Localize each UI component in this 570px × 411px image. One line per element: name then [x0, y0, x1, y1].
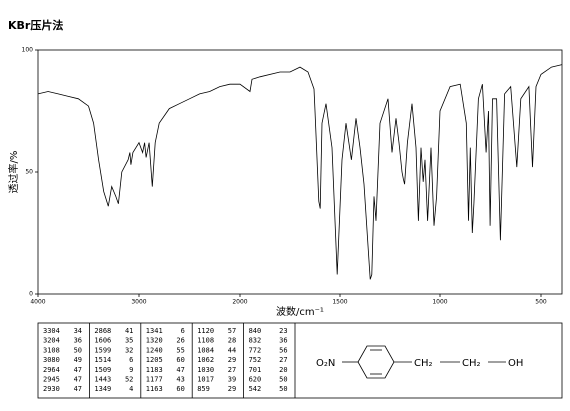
peak-transmittance: 55	[176, 346, 184, 354]
spectrum-line	[37, 64, 563, 280]
peak-transmittance: 50	[279, 376, 287, 384]
peak-wavenumber: 840	[249, 327, 262, 335]
peak-transmittance: 6	[129, 356, 133, 364]
peak-transmittance: 28	[228, 337, 236, 345]
peak-wavenumber: 1240	[146, 346, 163, 354]
peak-transmittance: 43	[176, 376, 184, 384]
peak-wavenumber: 542	[249, 385, 262, 393]
structure-label: OH	[508, 358, 523, 369]
peak-transmittance: 47	[74, 366, 82, 374]
peak-transmittance: 47	[176, 366, 184, 374]
peak-wavenumber: 1183	[146, 366, 163, 374]
peak-wavenumber: 1349	[94, 385, 111, 393]
peak-transmittance: 56	[279, 346, 287, 354]
y-tick-label: 50	[25, 169, 33, 176]
peak-transmittance: 39	[228, 376, 236, 384]
peak-wavenumber: 1163	[146, 385, 163, 393]
peak-wavenumber: 859	[197, 385, 210, 393]
y-tick-label: 100	[22, 47, 34, 54]
peak-wavenumber: 1509	[94, 366, 111, 374]
x-tick-label: 4000	[30, 299, 45, 306]
peak-transmittance: 47	[74, 385, 82, 393]
peak-transmittance: 20	[279, 366, 287, 374]
peak-transmittance: 41	[125, 327, 133, 335]
plot-frame	[37, 49, 563, 295]
structure-label: CH₂	[462, 358, 481, 369]
y-tick-label: 0	[29, 291, 33, 298]
peak-wavenumber: 3304	[43, 327, 60, 335]
peak-transmittance: 36	[74, 337, 82, 345]
peak-transmittance: 44	[228, 346, 236, 354]
table-frame	[37, 322, 563, 399]
x-tick-label: 3000	[131, 299, 146, 306]
x-tick-label: 2000	[232, 299, 247, 306]
peak-transmittance: 35	[125, 337, 133, 345]
peak-wavenumber: 1030	[197, 366, 214, 374]
peak-transmittance: 52	[125, 376, 133, 384]
peak-wavenumber: 1341	[146, 327, 163, 335]
peak-transmittance: 6	[181, 327, 185, 335]
x-axis-label: 波数/cm⁻¹	[276, 305, 324, 318]
peak-transmittance: 57	[228, 327, 236, 335]
peak-transmittance: 34	[74, 327, 82, 335]
peak-transmittance: 32	[125, 346, 133, 354]
peak-transmittance: 27	[279, 356, 287, 364]
y-axis-label: 透过率/%	[7, 151, 20, 194]
peak-wavenumber: 1120	[197, 327, 214, 335]
peak-wavenumber: 1606	[94, 337, 111, 345]
peak-wavenumber: 1205	[146, 356, 163, 364]
structure-label: CH₂	[414, 358, 433, 369]
peak-transmittance: 50	[279, 385, 287, 393]
peak-wavenumber: 2945	[43, 376, 60, 384]
peak-wavenumber: 772	[249, 346, 262, 354]
peak-wavenumber: 1017	[197, 376, 214, 384]
peak-wavenumber: 2964	[43, 366, 60, 374]
title: KBr压片法	[8, 18, 63, 32]
peak-transmittance: 9	[129, 366, 133, 374]
peak-transmittance: 60	[176, 356, 184, 364]
peak-wavenumber: 1177	[146, 376, 163, 384]
peak-transmittance: 29	[228, 385, 236, 393]
peak-transmittance: 60	[176, 385, 184, 393]
peak-wavenumber: 832	[249, 337, 262, 345]
peak-transmittance: 47	[74, 376, 82, 384]
peak-wavenumber: 1108	[197, 337, 214, 345]
peak-wavenumber: 1084	[197, 346, 214, 354]
peak-wavenumber: 1514	[94, 356, 111, 364]
x-tick-label: 1500	[332, 299, 347, 306]
peak-wavenumber: 752	[249, 356, 262, 364]
peak-transmittance: 50	[74, 346, 82, 354]
peak-wavenumber: 1062	[197, 356, 214, 364]
peak-wavenumber: 1320	[146, 337, 163, 345]
peak-wavenumber: 3204	[43, 337, 60, 345]
peak-transmittance: 36	[279, 337, 287, 345]
peak-wavenumber: 1599	[94, 346, 111, 354]
peak-transmittance: 23	[279, 327, 287, 335]
peak-wavenumber: 1443	[94, 376, 111, 384]
x-tick-label: 1000	[432, 299, 447, 306]
peak-transmittance: 49	[74, 356, 82, 364]
peak-wavenumber: 3080	[43, 356, 60, 364]
structure-label: O₂N	[316, 358, 335, 369]
peak-wavenumber: 3108	[43, 346, 60, 354]
peak-wavenumber: 2868	[94, 327, 111, 335]
peak-transmittance: 4	[129, 385, 133, 393]
peak-transmittance: 27	[228, 366, 236, 374]
peak-wavenumber: 2930	[43, 385, 60, 393]
peak-transmittance: 29	[228, 356, 236, 364]
peak-wavenumber: 620	[249, 376, 262, 384]
x-tick-label: 500	[535, 299, 547, 306]
peak-transmittance: 26	[176, 337, 184, 345]
peak-wavenumber: 701	[249, 366, 262, 374]
structure-drawing	[342, 345, 506, 379]
